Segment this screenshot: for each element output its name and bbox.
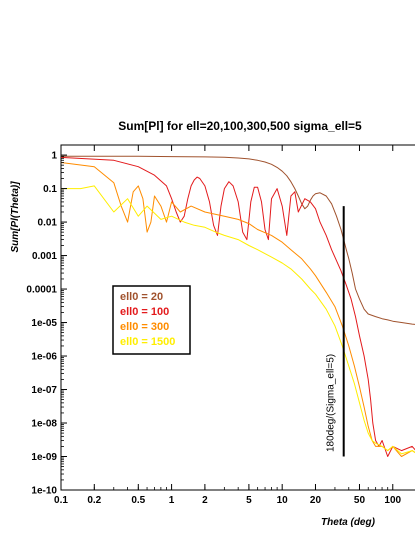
- legend-box: [112, 285, 191, 355]
- plot-area: [60, 144, 415, 491]
- x-tick-label-5: 5: [246, 495, 252, 506]
- y-tick-label-6: 1e-06: [31, 352, 57, 363]
- series-line-0: [61, 155, 415, 325]
- legend-item-2: ell0 = 300: [120, 321, 169, 333]
- x-axis-label: Theta (deg): [321, 517, 376, 528]
- y-tick-label-2: 0.01: [38, 218, 58, 229]
- x-tick-label-7: 20: [310, 495, 322, 506]
- x-tick-label-9: 100: [384, 495, 401, 506]
- x-tick-label-4: 2: [202, 495, 208, 506]
- annotation-layer: 180deg/(Sigma_ell=5): [326, 206, 345, 457]
- annotation-label-0: 180deg/(Sigma_ell=5): [326, 354, 337, 452]
- legend-item-0: ell0 = 20: [120, 291, 163, 303]
- ticks-layer: 1 0.1 0.01 0.001 0.0001 1e-05 1e-06 1e-07 1e-08 1…: [26, 144, 402, 506]
- y-axis-label: Sum[Pl(Theta)]: [10, 181, 21, 253]
- series-line-1: [60, 156, 415, 457]
- y-tick-label-5: 1e-05: [31, 318, 57, 329]
- y-tick-label-0: 1: [51, 151, 57, 162]
- legend-item-1: ell0 = 100: [120, 306, 169, 318]
- x-tick-label-0: 0.1: [54, 495, 68, 506]
- y-tick-label-4: 0.0001: [26, 285, 57, 296]
- y-tick-label-8: 1e-08: [31, 419, 57, 430]
- x-tick-label-3: 1: [169, 495, 175, 506]
- x-tick-label-6: 10: [277, 495, 289, 506]
- series-line-3: [61, 185, 415, 455]
- chart-title: Sum[Pl] for ell=20,100,300,500 sigma_ell…: [118, 119, 362, 133]
- y-tick-label-10: 1e-10: [31, 486, 57, 497]
- legend: ell0 = 20 ell0 = 100 ell0 = 300 ell0 = 1500: [112, 285, 191, 355]
- series-layer: [60, 155, 415, 457]
- y-tick-label-9: 1e-09: [31, 452, 57, 463]
- y-tick-label-3: 0.001: [32, 251, 57, 262]
- x-tick-label-8: 50: [354, 495, 366, 506]
- x-tick-label-2: 0.5: [131, 495, 145, 506]
- y-tick-label-1: 0.1: [43, 184, 57, 195]
- x-tick-label-1: 0.2: [87, 495, 101, 506]
- y-tick-label-7: 1e-07: [31, 385, 57, 396]
- legend-item-3: ell0 = 1500: [120, 336, 175, 348]
